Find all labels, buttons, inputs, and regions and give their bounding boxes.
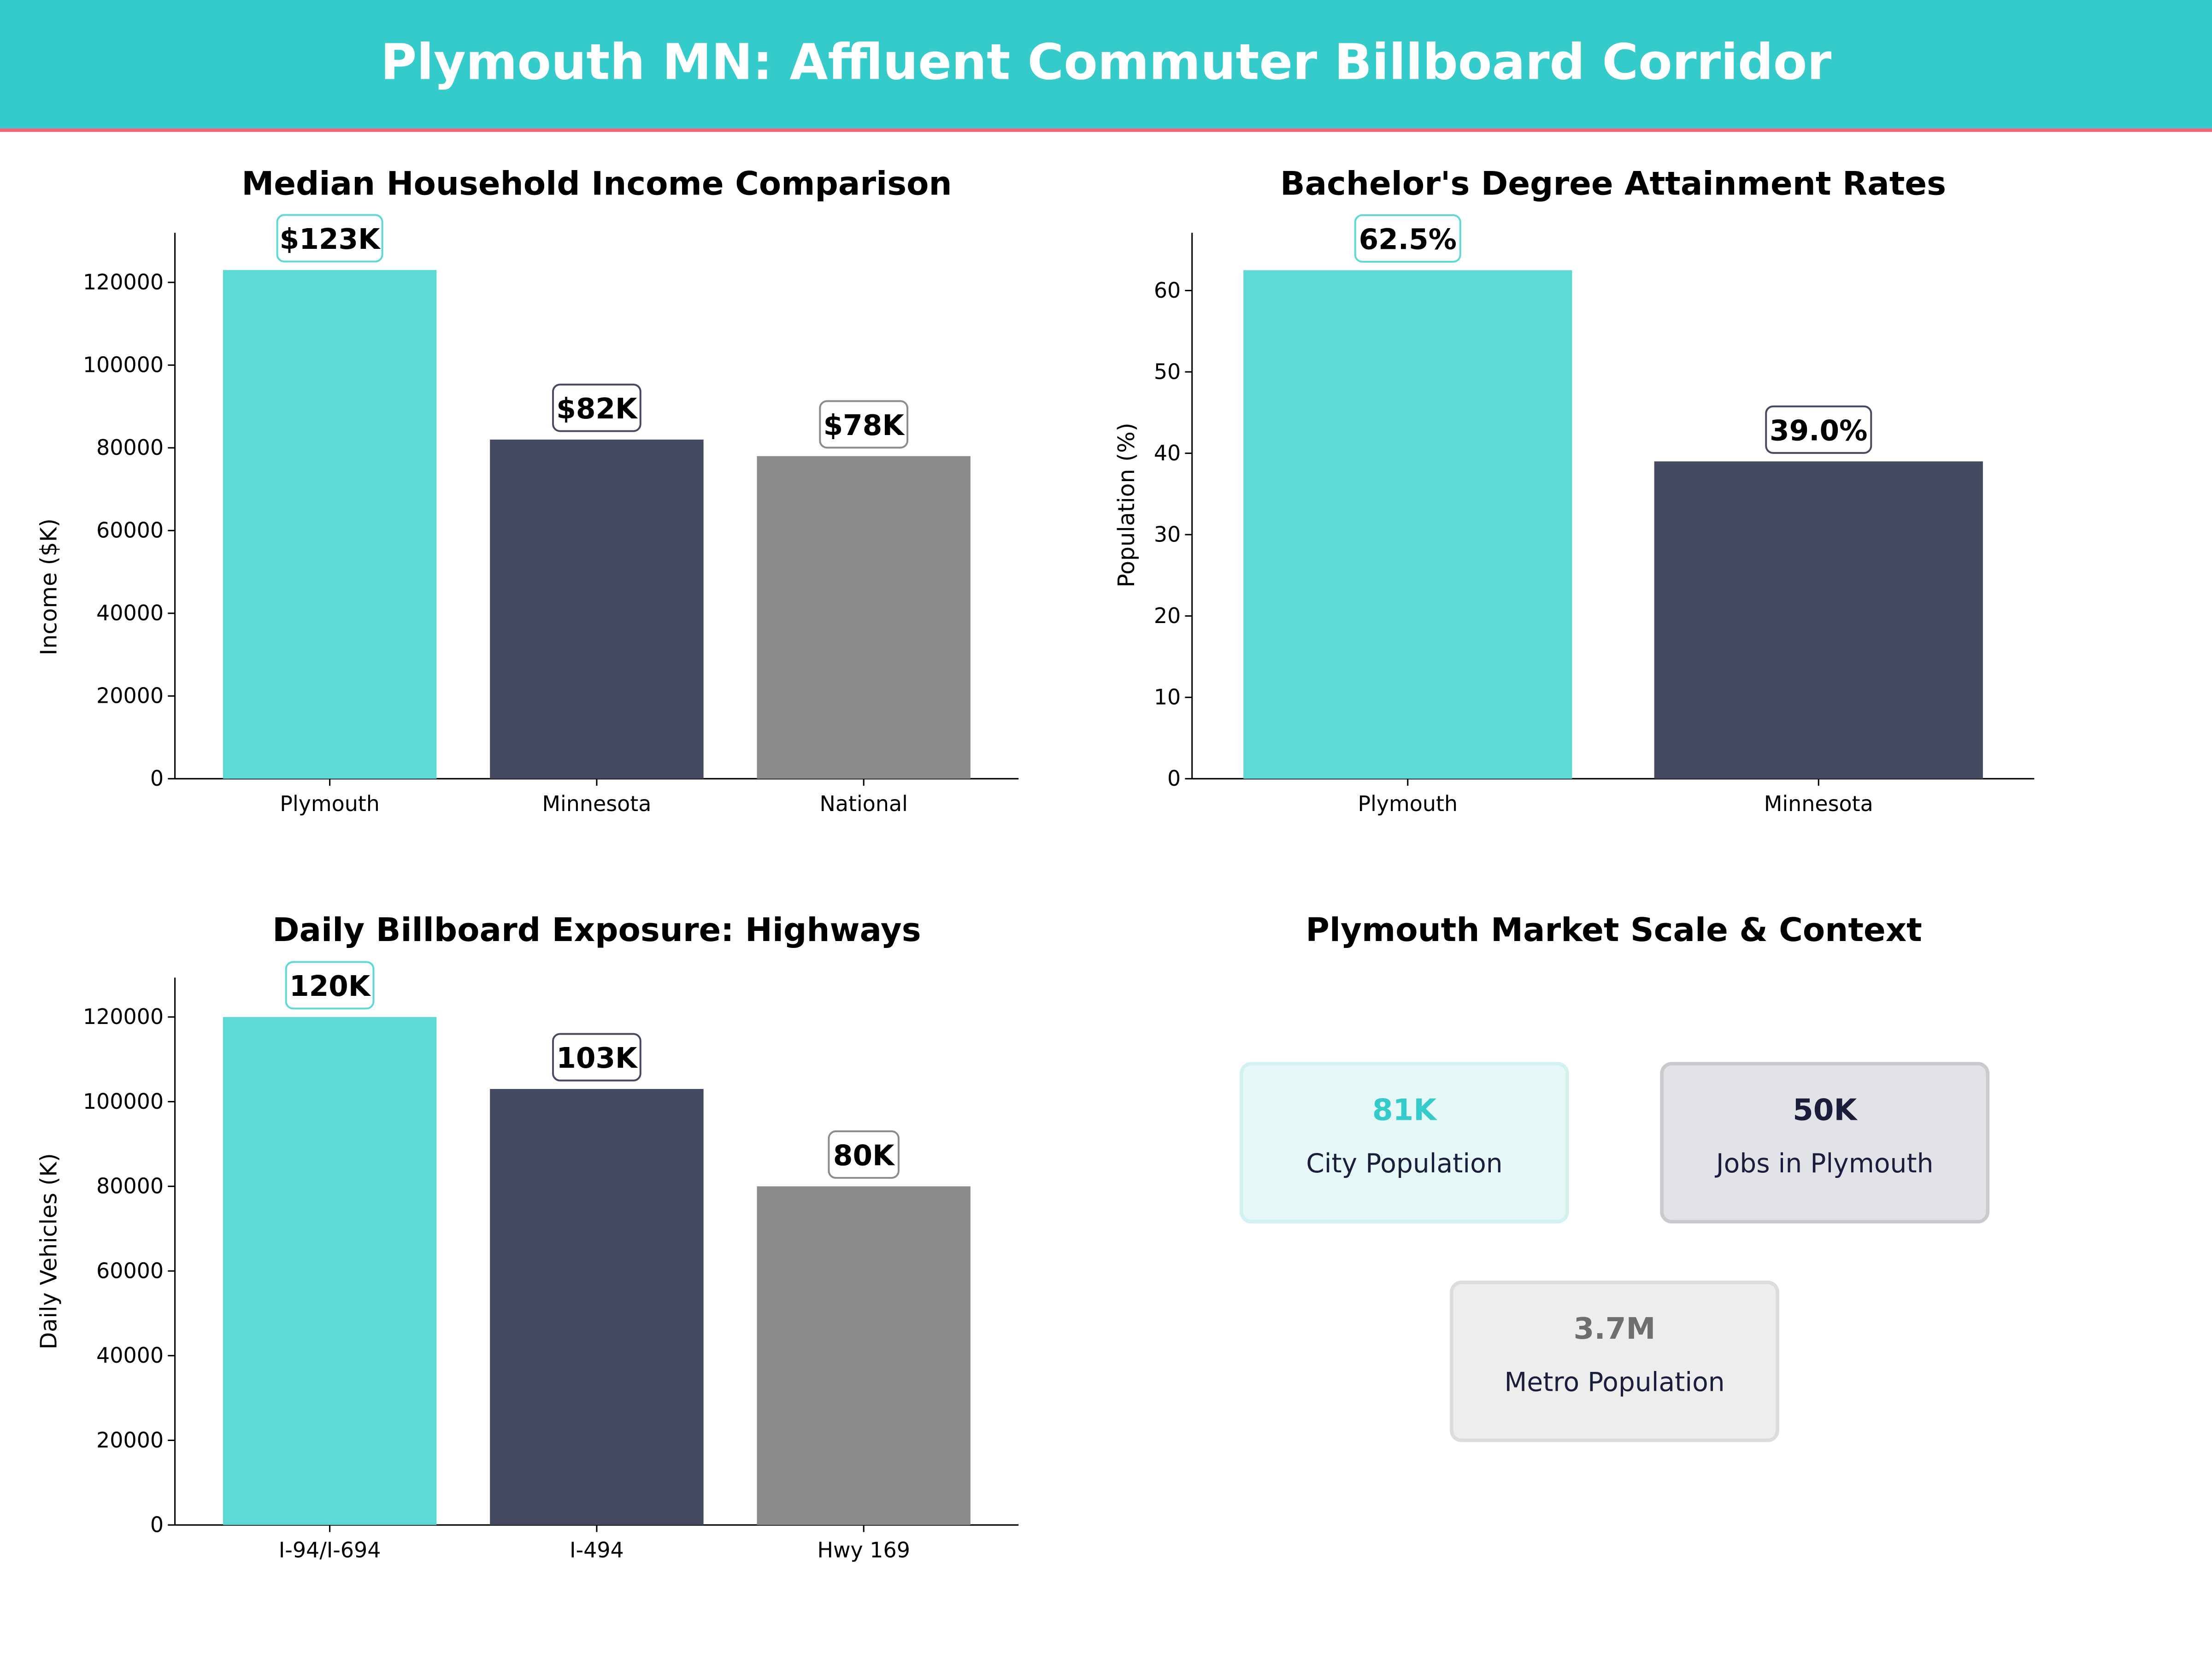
y-tick-label: 100000 (83, 353, 164, 377)
data-label-box (552, 1033, 641, 1082)
header-accent-line (0, 128, 2212, 132)
chart-title: Daily Billboard Exposure: Highways (272, 911, 921, 949)
bar (757, 1186, 971, 1525)
data-label-box (276, 214, 383, 263)
y-axis-label: Daily Vehicles (K) (35, 1153, 62, 1349)
y-tick-label: 50 (1154, 359, 1181, 384)
x-tick-label: Minnesota (542, 791, 651, 816)
data-label-box (1765, 405, 1872, 454)
stat-card: 3.7M Metro Population (1450, 1280, 1779, 1442)
stat-card-label: Jobs in Plymouth (1715, 1148, 1934, 1179)
stat-card-value: 3.7M (1574, 1312, 1656, 1346)
highway-chart: Daily Billboard Exposure: Highways Daily … (35, 911, 1019, 1563)
data-label: 80K (833, 1139, 895, 1172)
data-label-box (285, 961, 375, 1010)
stat-card-value: 81K (1372, 1093, 1437, 1128)
y-tick-label: 20000 (96, 683, 164, 708)
stat-card-bg (1240, 1062, 1569, 1224)
y-tick-label: 20000 (96, 1428, 164, 1453)
chart-title: Bachelor's Degree Attainment Rates (1280, 165, 1946, 202)
stat-card: 50K Jobs in Plymouth (1660, 1062, 1990, 1224)
stat-card-bg (1660, 1062, 1990, 1224)
x-tick-label: Hwy 169 (817, 1538, 910, 1563)
data-label: 39.0% (1770, 414, 1867, 447)
bar (223, 270, 437, 779)
degree-chart: Bachelor's Degree Attainment Rates Popula… (1113, 165, 2035, 816)
x-tick-label: I-494 (570, 1538, 624, 1563)
header-bar (0, 0, 2212, 129)
data-label: $78K (824, 409, 906, 442)
y-tick-label: 40000 (96, 600, 164, 625)
bar (1243, 270, 1572, 779)
bar (490, 439, 704, 779)
y-tick-label: 40 (1154, 441, 1181, 465)
stat-card: 81K City Population (1240, 1062, 1569, 1224)
data-label: 103K (556, 1042, 638, 1075)
bar (1654, 461, 1983, 779)
stat-card-bg (1450, 1280, 1779, 1442)
x-tick-label: Plymouth (280, 791, 380, 816)
y-tick-label: 60 (1154, 278, 1181, 303)
page-title: Plymouth MN: Affluent Commuter Billboard… (381, 34, 1832, 91)
chart-title: Median Household Income Comparison (241, 165, 952, 202)
data-label-box (552, 383, 641, 432)
y-tick-label: 60000 (96, 518, 164, 543)
y-axis-label: Population (%) (1113, 423, 1140, 588)
y-tick-label: 0 (1167, 766, 1181, 791)
data-label: 120K (289, 970, 371, 1003)
y-tick-label: 20 (1154, 603, 1181, 628)
data-label-box (828, 1130, 900, 1179)
context-panel: Plymouth Market Scale & Context 81K City … (1240, 911, 1990, 1442)
bar (223, 1017, 437, 1525)
bar (490, 1089, 704, 1525)
bar (757, 456, 971, 779)
x-tick-label: Minnesota (1764, 791, 1873, 816)
data-label-box (1354, 214, 1461, 263)
stat-card-label: City Population (1306, 1148, 1503, 1179)
data-label-box (819, 400, 909, 449)
data-label: $123K (280, 223, 381, 256)
y-tick-label: 80000 (96, 1174, 164, 1199)
y-tick-label: 120000 (83, 270, 164, 294)
context-panel-title: Plymouth Market Scale & Context (1306, 911, 1922, 949)
y-tick-label: 30 (1154, 522, 1181, 547)
y-tick-label: 100000 (83, 1089, 164, 1114)
income-chart: Median Household Income Comparison Income… (35, 165, 1019, 816)
y-tick-label: 60000 (96, 1258, 164, 1283)
y-tick-label: 40000 (96, 1343, 164, 1368)
y-tick-label: 10 (1154, 685, 1181, 710)
y-axis-label: Income ($K) (35, 518, 62, 655)
x-tick-label: I-94/I-694 (279, 1538, 381, 1563)
x-tick-label: National (820, 791, 908, 816)
stat-card-value: 50K (1793, 1093, 1858, 1128)
y-tick-label: 80000 (96, 435, 164, 460)
y-tick-label: 0 (150, 766, 164, 791)
y-tick-label: 0 (150, 1512, 164, 1537)
data-label: $82K (556, 393, 638, 425)
data-label: 62.5% (1359, 223, 1457, 256)
y-tick-label: 120000 (83, 1004, 164, 1029)
x-tick-label: Plymouth (1358, 791, 1458, 816)
stat-card-label: Metro Population (1505, 1367, 1725, 1397)
